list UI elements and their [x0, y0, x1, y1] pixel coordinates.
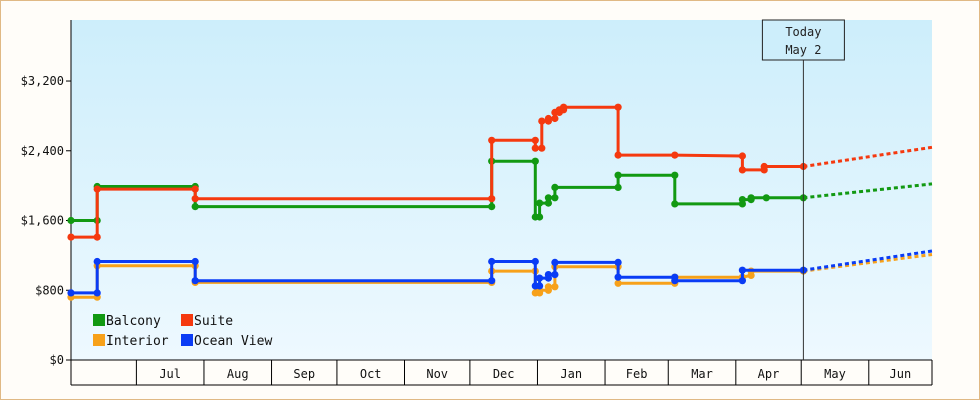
data-point-suite	[191, 185, 199, 193]
y-tick-label: $0	[50, 353, 64, 367]
data-point-interior	[614, 279, 622, 287]
data-point-suite	[93, 185, 101, 193]
y-tick-label: $800	[35, 283, 64, 297]
x-tick-label: Jul	[159, 367, 181, 381]
data-point-ocean-view	[544, 271, 553, 279]
today-label-box	[761, 19, 845, 61]
legend-swatch-suite	[181, 314, 193, 326]
data-point-suite	[488, 195, 496, 203]
forecast-line-ocean-view	[803, 249, 933, 272]
data-point-suite	[67, 233, 75, 241]
data-point-ocean-view	[551, 258, 559, 266]
data-point-balcony	[747, 194, 755, 202]
data-point-suite	[544, 114, 553, 123]
x-tick-label: Dec	[493, 367, 515, 381]
data-point-ocean-view	[531, 257, 539, 266]
legend-swatch-ocean-view	[181, 334, 193, 346]
data-point-suite	[551, 114, 559, 123]
data-point-balcony	[488, 203, 496, 211]
x-tick-label: Mar	[691, 367, 713, 381]
legend-label-balcony: Balcony	[106, 314, 161, 329]
legend-swatch-interior	[93, 334, 105, 346]
forecast-line-suite	[803, 145, 933, 168]
data-point-balcony	[531, 157, 539, 165]
data-point-suite	[760, 162, 768, 171]
today-marker: Today May 2	[761, 19, 845, 360]
data-point-ocean-view	[191, 277, 199, 285]
data-point-suite	[614, 151, 622, 159]
y-tick-label: $3,200	[21, 74, 64, 88]
x-tick-label: Sep	[293, 367, 315, 381]
data-point-ocean-view	[614, 273, 622, 281]
x-tick-label: Nov	[426, 367, 448, 381]
data-point-suite	[538, 117, 546, 125]
data-point-suite	[531, 144, 539, 152]
today-date-label: May 2	[785, 43, 821, 57]
data-point-balcony	[614, 171, 622, 179]
plot-background	[71, 20, 932, 360]
data-point-ocean-view	[191, 257, 199, 266]
x-tick-label: Aug	[227, 367, 249, 381]
data-point-interior	[551, 283, 559, 291]
legend-label-ocean-view: Ocean View	[194, 334, 272, 349]
data-point-ocean-view	[738, 266, 747, 274]
data-point-suite	[560, 103, 568, 111]
data-point-suite	[93, 233, 101, 241]
data-point-suite	[671, 151, 679, 159]
data-point-suite	[738, 166, 747, 174]
x-tick-label: Oct	[360, 367, 382, 381]
y-tick-label: $2,400	[21, 144, 64, 158]
data-point-balcony	[762, 194, 770, 202]
data-point-balcony	[536, 199, 544, 207]
data-point-ocean-view	[488, 277, 496, 285]
data-point-balcony	[536, 213, 544, 221]
data-point-suite	[488, 136, 496, 144]
data-point-ocean-view	[488, 257, 496, 266]
data-point-balcony	[67, 216, 75, 225]
data-point-suite	[531, 136, 539, 144]
data-point-balcony	[671, 171, 679, 179]
legend-swatch-balcony	[93, 314, 105, 326]
data-point-ocean-view	[93, 289, 101, 297]
data-point-balcony	[551, 194, 559, 202]
data-point-balcony	[191, 203, 199, 211]
legend: Balcony Suite Interior Ocean View	[93, 314, 272, 349]
data-point-ocean-view	[536, 282, 544, 290]
data-point-balcony	[544, 199, 553, 207]
today-label: Today	[785, 25, 821, 39]
y-tick-label: $1,600	[21, 214, 64, 228]
x-tick-label: Feb	[626, 367, 648, 381]
data-point-ocean-view	[93, 257, 101, 266]
data-point-balcony	[544, 194, 553, 202]
data-point-interior	[544, 283, 553, 291]
data-point-balcony	[671, 200, 679, 208]
data-point-balcony	[614, 183, 622, 191]
forecast-line-balcony	[803, 182, 933, 200]
data-point-ocean-view	[551, 271, 559, 279]
axes: $0 $800 $1,600 $2,400 $3,200 Jul Aug Sep Oct Nov D…	[21, 20, 933, 386]
data-point-suite	[614, 103, 622, 111]
data-point-ocean-view	[738, 277, 747, 285]
x-tick-label: Apr	[758, 367, 780, 381]
data-point-ocean-view	[614, 258, 622, 266]
legend-label-interior: Interior	[106, 334, 169, 349]
x-tick-label: Jun	[890, 367, 912, 381]
data-point-balcony	[738, 196, 747, 204]
data-point-ocean-view	[67, 289, 75, 297]
data-point-ocean-view	[536, 274, 544, 282]
data-point-suite	[738, 152, 747, 160]
x-tick-label: May	[824, 367, 846, 381]
series-lines	[67, 103, 933, 301]
data-point-ocean-view	[671, 277, 679, 285]
data-point-suite	[191, 195, 199, 203]
x-tick-label: Jan	[560, 367, 582, 381]
data-point-balcony	[551, 183, 559, 191]
data-point-suite	[538, 144, 546, 152]
legend-label-suite: Suite	[194, 314, 233, 329]
